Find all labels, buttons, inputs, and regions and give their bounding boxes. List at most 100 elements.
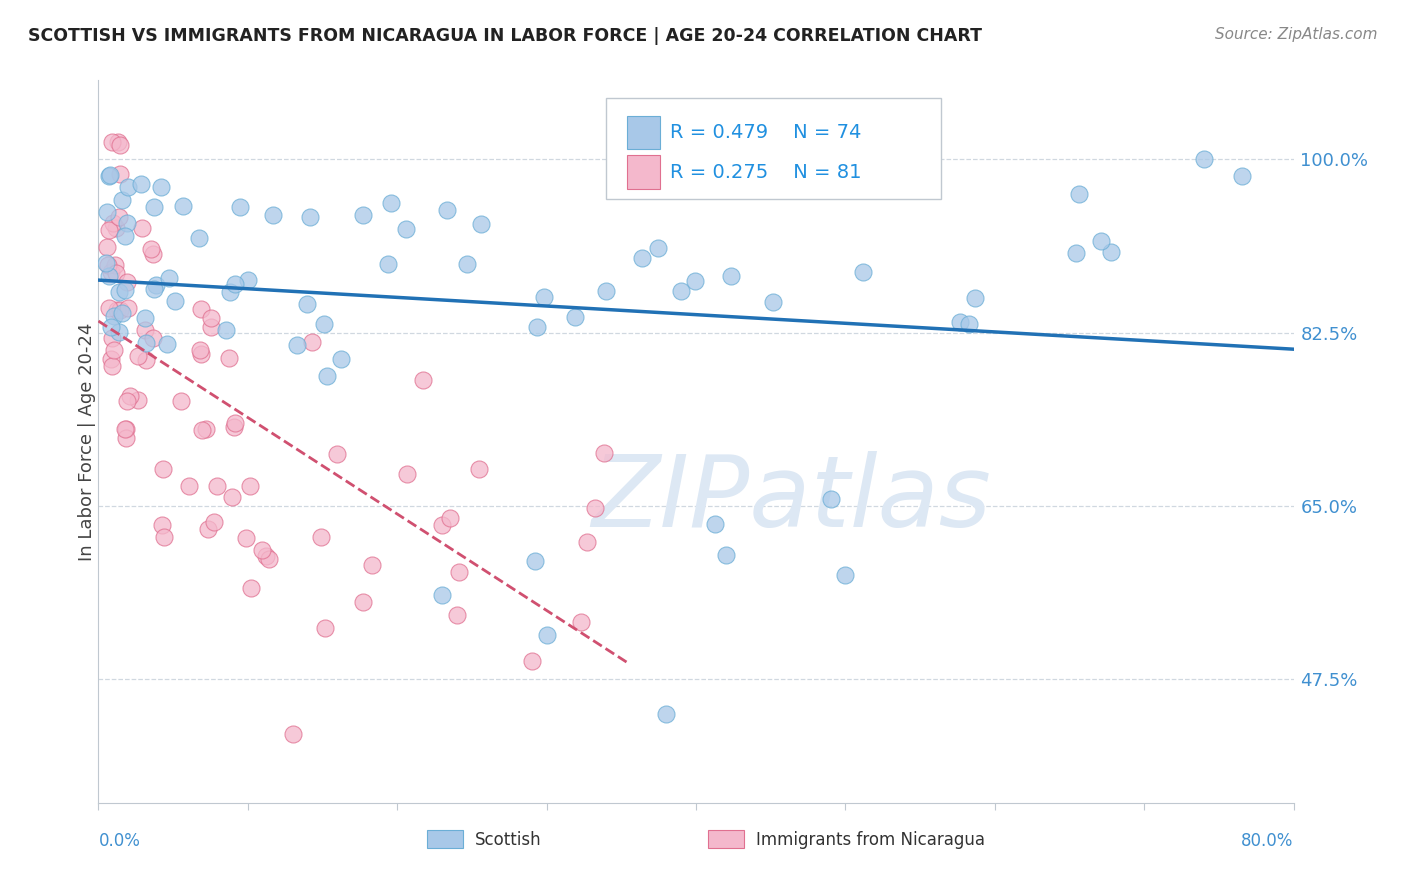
Point [215, 323, 238, 337]
FancyBboxPatch shape [627, 116, 661, 149]
Point [218, 351, 240, 366]
Point [98, 269, 121, 284]
Point [683, 274, 706, 288]
Point [101, 331, 124, 345]
Point [380, 196, 402, 211]
Point [98, 168, 121, 182]
Point [100, 359, 122, 373]
FancyBboxPatch shape [427, 830, 463, 848]
Point [115, 216, 138, 230]
Point [96, 256, 118, 270]
Point [172, 199, 194, 213]
Point [377, 257, 399, 271]
Text: 0.0%: 0.0% [98, 831, 141, 850]
Point [762, 294, 785, 309]
Point [524, 554, 547, 568]
Point [669, 284, 692, 298]
Text: SCOTTISH VS IMMIGRANTS FROM NICARAGUA IN LABOR FORCE | AGE 20-24 CORRELATION CHA: SCOTTISH VS IMMIGRANTS FROM NICARAGUA IN… [28, 27, 983, 45]
Point [120, 389, 142, 403]
Point [207, 479, 229, 493]
Point [224, 277, 246, 291]
Point [150, 180, 173, 194]
Point [114, 283, 136, 297]
Point [221, 491, 243, 505]
Point [536, 627, 558, 641]
Point [100, 351, 122, 366]
Point [704, 516, 727, 531]
Point [152, 462, 174, 476]
Point [200, 311, 222, 326]
Point [526, 319, 548, 334]
Point [430, 588, 453, 602]
Point [309, 530, 332, 544]
Point [105, 221, 128, 235]
Point [218, 285, 240, 300]
Point [430, 517, 453, 532]
Point [412, 373, 434, 387]
Point [1099, 244, 1122, 259]
Point [714, 549, 737, 563]
Point [107, 136, 129, 150]
Point [630, 251, 652, 265]
Point [224, 417, 246, 431]
Point [202, 515, 225, 529]
Point [100, 320, 122, 334]
Point [564, 310, 586, 324]
Point [533, 290, 555, 304]
Point [157, 271, 180, 285]
Point [142, 246, 165, 260]
Point [963, 291, 986, 305]
Point [1067, 186, 1090, 201]
Point [200, 319, 222, 334]
Point [720, 268, 742, 283]
Point [583, 500, 606, 515]
Point [134, 311, 156, 326]
Point [188, 343, 211, 357]
Point [114, 422, 136, 436]
Point [165, 294, 187, 309]
Point [655, 706, 678, 721]
Point [595, 285, 617, 299]
Point [197, 522, 219, 536]
Point [111, 305, 134, 319]
Point [115, 421, 138, 435]
Text: R = 0.479    N = 74: R = 0.479 N = 74 [669, 123, 860, 142]
Point [195, 421, 218, 435]
Point [520, 654, 543, 668]
Point [190, 302, 212, 317]
Point [101, 135, 124, 149]
Point [127, 349, 149, 363]
Point [352, 208, 374, 222]
Point [571, 615, 593, 630]
Point [111, 193, 134, 207]
Point [103, 309, 125, 323]
Point [238, 273, 260, 287]
Point [301, 334, 323, 349]
Point [150, 517, 173, 532]
FancyBboxPatch shape [709, 830, 744, 848]
Point [281, 726, 304, 740]
Point [259, 552, 281, 566]
Text: R = 0.275    N = 81: R = 0.275 N = 81 [669, 162, 862, 182]
Point [115, 431, 138, 445]
Point [143, 200, 166, 214]
Point [593, 445, 616, 459]
Point [187, 231, 209, 245]
Point [254, 549, 277, 563]
Point [222, 419, 245, 434]
Point [285, 338, 308, 352]
Point [127, 393, 149, 408]
Point [135, 353, 157, 368]
Point [949, 315, 972, 329]
Point [1192, 153, 1215, 167]
Point [468, 461, 491, 475]
Point [129, 178, 152, 192]
Text: Source: ZipAtlas.com: Source: ZipAtlas.com [1215, 27, 1378, 42]
Point [229, 201, 252, 215]
Point [352, 595, 374, 609]
Point [96, 205, 118, 219]
Text: ZIPatlas: ZIPatlas [592, 450, 991, 548]
Point [108, 285, 131, 300]
Point [1232, 169, 1254, 183]
Text: 80.0%: 80.0% [1241, 831, 1294, 850]
